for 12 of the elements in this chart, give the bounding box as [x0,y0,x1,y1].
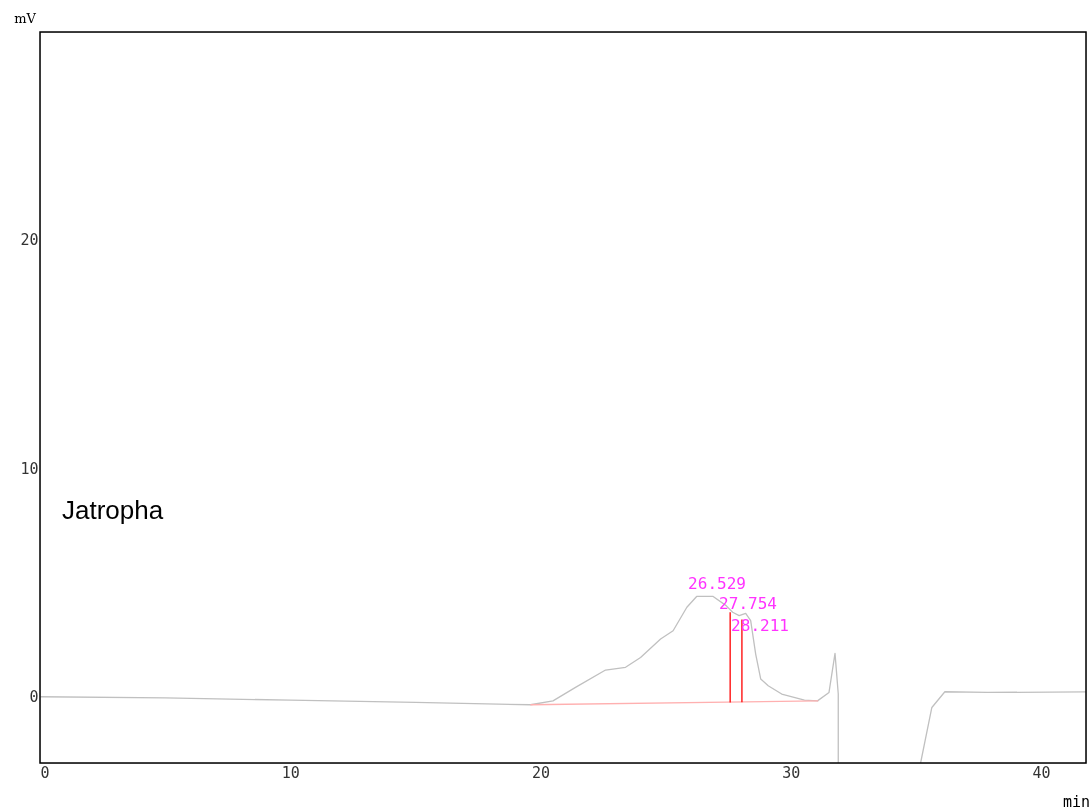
y-tick-label: 20 [20,231,39,250]
annotation: Jatropha [62,495,164,525]
y-axis-title: mV [14,11,37,26]
y-tick-label: 0 [29,688,39,707]
x-tick-label: 10 [281,763,300,782]
x-tick-label: 40 [1032,763,1051,782]
x-axis-title: min [1062,793,1090,811]
annotation: 26.529 [688,574,746,593]
x-tick-label: 20 [531,763,551,782]
x-tick-label: 30 [782,763,801,782]
annotation: 27.754 [719,594,777,613]
y-tick-label: 10 [20,459,39,478]
